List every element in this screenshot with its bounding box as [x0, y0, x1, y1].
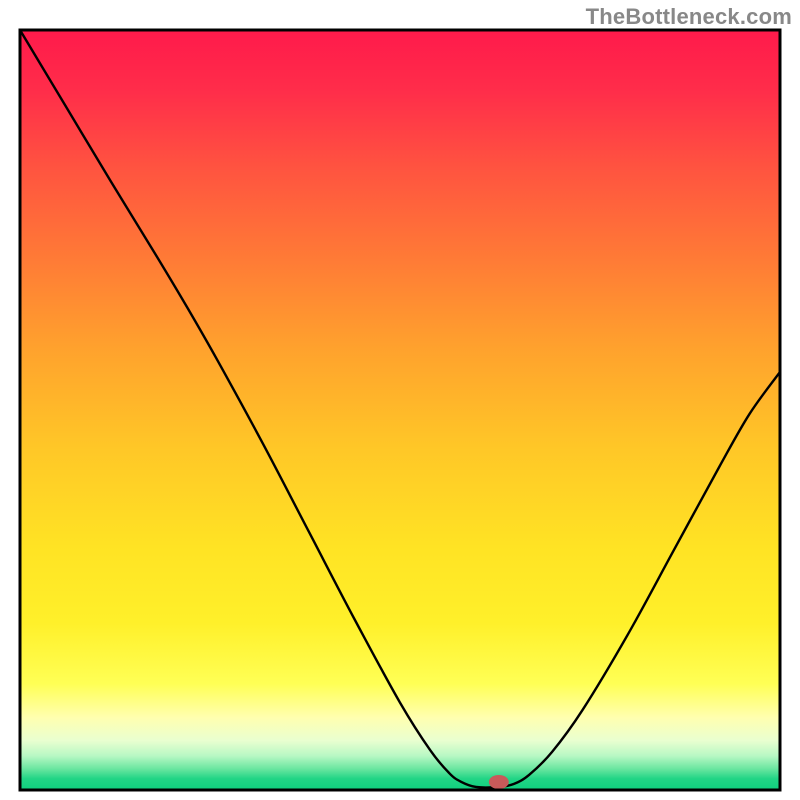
chart-container: TheBottleneck.com	[0, 0, 800, 800]
bottleneck-chart	[0, 0, 800, 800]
watermark-label: TheBottleneck.com	[586, 4, 792, 30]
plot-background	[20, 30, 780, 790]
optimal-point-marker	[489, 775, 509, 789]
